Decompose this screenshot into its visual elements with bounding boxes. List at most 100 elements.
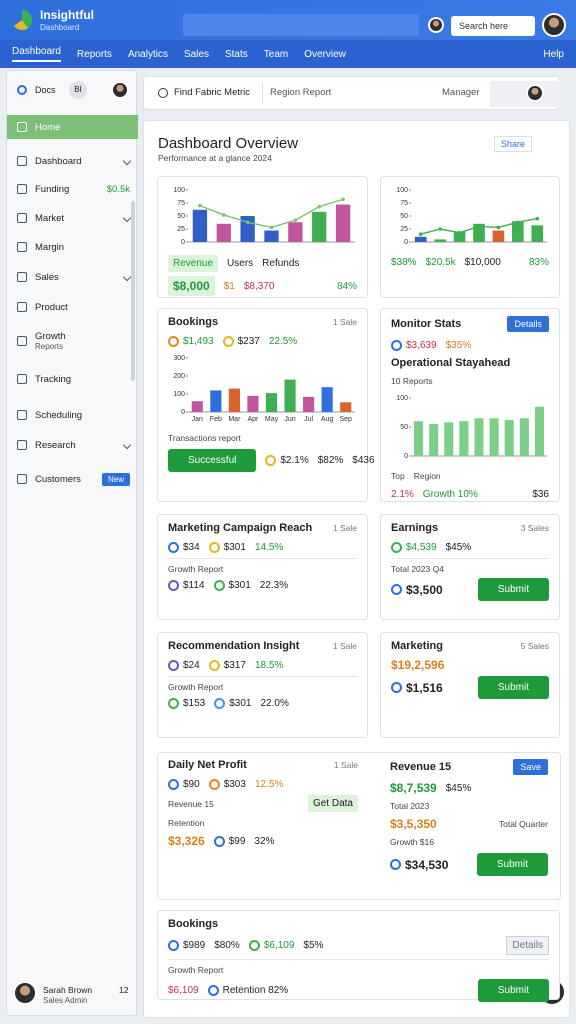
avatar[interactable]: [526, 84, 544, 102]
badge[interactable]: New: [101, 472, 130, 486]
search-input[interactable]: Find Fabric Metric: [174, 87, 251, 98]
text: $301: [223, 541, 246, 553]
row: Revenue 15 Get Data: [168, 795, 358, 812]
trend-point: [516, 220, 520, 225]
nav-item[interactable]: Team: [263, 48, 289, 60]
card-title: Daily Net Profit: [168, 759, 247, 771]
sidebar-item[interactable]: Growth Reports: [7, 329, 138, 353]
item: 83%: [529, 257, 549, 268]
bar: [429, 424, 439, 456]
bar: [414, 421, 424, 456]
nav-item[interactable]: Dashboard: [12, 46, 61, 62]
text: Revenue: [173, 258, 214, 269]
nav-item[interactable]: Analytics: [127, 48, 168, 60]
button[interactable]: Successful: [168, 449, 257, 472]
nav-item[interactable]: Stats: [224, 48, 248, 60]
item: $99: [213, 835, 246, 847]
bar: [534, 406, 544, 456]
item: $2.1%: [265, 455, 309, 466]
avatar[interactable]: [428, 17, 444, 33]
item[interactable]: Details: [506, 936, 549, 955]
bar: [492, 230, 505, 242]
coin-icon: [208, 778, 220, 790]
item: $8,370: [244, 281, 275, 292]
coin-icon: [390, 859, 401, 870]
sidebar-item[interactable]: Margin: [7, 235, 138, 259]
item: $90: [168, 778, 200, 790]
sidebar-item[interactable]: Market: [7, 206, 138, 230]
row: $1,493 $237 22.5%: [168, 334, 357, 348]
bar: [459, 421, 469, 456]
sidebar-item[interactable]: Customers New: [7, 467, 138, 491]
coin-icon: [391, 339, 402, 351]
card-title: Marketing Campaign Reach: [168, 522, 313, 534]
card-title: Recommendation Insight: [168, 640, 300, 652]
sidebar-item[interactable]: Dashboard: [7, 149, 138, 173]
avatar[interactable]: [111, 81, 129, 99]
sidebar-item[interactable]: Home: [7, 115, 138, 139]
item: $153: [168, 697, 205, 709]
row: $3,5,350 Total Quarter: [390, 817, 548, 831]
manager[interactable]: Manager: [442, 87, 480, 98]
item: 22.5%: [269, 336, 297, 347]
button[interactable]: Submit: [477, 979, 549, 1002]
card-button[interactable]: Details: [507, 316, 549, 332]
item: $3,5,350: [390, 817, 437, 831]
bar: [192, 209, 208, 242]
sidebar-item[interactable]: Research: [7, 433, 138, 457]
card-meta: 5 Sales: [520, 641, 549, 651]
text: Growth $16: [390, 837, 434, 847]
card-header: Daily Net Profit 1 Sale: [168, 759, 358, 771]
sidebar-item[interactable]: Product: [7, 295, 138, 319]
item: 84%: [337, 281, 357, 292]
bar: [216, 223, 231, 242]
item: Growth 10%: [423, 489, 478, 500]
text: $99: [228, 835, 246, 847]
card-header: Earnings 3 Sales: [391, 522, 549, 534]
trend-point: [317, 204, 322, 209]
item: $436: [352, 455, 374, 466]
y-tick-label: 100: [396, 187, 408, 194]
share-button[interactable]: Share: [494, 136, 533, 152]
item: $114: [168, 579, 205, 591]
coin-icon: [391, 682, 402, 693]
trend-point: [341, 197, 345, 202]
sidebar-item[interactable]: Funding $0.5k: [7, 177, 138, 201]
avatar[interactable]: [542, 13, 566, 37]
text: Total Quarter: [498, 819, 548, 829]
item: $3,326: [168, 834, 205, 848]
text: 14.5%: [254, 541, 284, 553]
icon: [17, 242, 27, 252]
icon: [17, 302, 27, 312]
text: 10 Reports: [391, 376, 433, 386]
bar: [335, 204, 351, 242]
nav-item[interactable]: Overview: [304, 48, 346, 60]
trend-point: [221, 213, 226, 217]
sidebar-item[interactable]: Sales: [7, 265, 138, 289]
search-bar[interactable]: [183, 14, 419, 36]
search-button[interactable]: Search here: [451, 16, 535, 36]
item: $8,7,539: [390, 781, 437, 795]
item: Transactions report: [168, 433, 241, 443]
text: $82%: [317, 455, 344, 466]
filter[interactable]: Region Report: [270, 87, 332, 98]
sidebar-item[interactable]: Tracking: [7, 367, 138, 391]
button[interactable]: Submit: [477, 578, 549, 601]
menu-box[interactable]: [490, 81, 560, 107]
button[interactable]: Submit: [476, 853, 548, 876]
nav-item[interactable]: Reports: [76, 48, 112, 60]
item: $38%: [391, 257, 417, 268]
row: $3,500 Submit: [391, 578, 549, 601]
nav-item[interactable]: Sales: [183, 48, 209, 60]
item: $6,109: [168, 985, 199, 996]
bar: [504, 420, 514, 456]
text: $1: [223, 280, 235, 292]
sidebar-item[interactable]: Scheduling: [7, 403, 138, 427]
icon: [17, 213, 27, 223]
card-button[interactable]: Save: [513, 759, 548, 775]
help[interactable]: Help: [543, 48, 564, 60]
chart: 0 25 50 75 100: [396, 187, 547, 246]
text: $45%: [445, 541, 472, 553]
button[interactable]: Submit: [477, 676, 549, 699]
